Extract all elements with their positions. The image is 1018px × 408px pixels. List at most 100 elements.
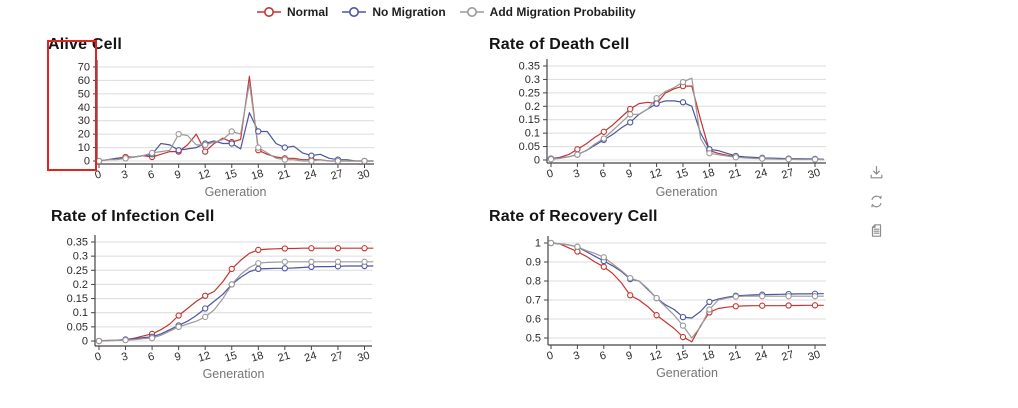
svg-text:0.25: 0.25 bbox=[67, 265, 88, 277]
document-button[interactable] bbox=[867, 221, 885, 239]
svg-text:12: 12 bbox=[197, 168, 212, 183]
svg-text:12: 12 bbox=[648, 167, 663, 182]
line-circle-marker-icon bbox=[257, 7, 281, 17]
svg-text:21: 21 bbox=[727, 167, 742, 182]
svg-text:30: 30 bbox=[807, 349, 822, 364]
svg-text:70: 70 bbox=[78, 62, 90, 74]
refresh-button[interactable] bbox=[867, 192, 885, 210]
svg-text:9: 9 bbox=[173, 351, 182, 364]
svg-text:0.3: 0.3 bbox=[525, 74, 540, 86]
rate-of-recovery-cell-chart: 0.5 0.6 0.7 0.8 0.9 1 0 3 6 9 12 15 18 21 24 27 30 Genera… bbox=[526, 236, 826, 380]
svg-text:0.2: 0.2 bbox=[525, 101, 540, 113]
svg-text:9: 9 bbox=[625, 168, 634, 181]
svg-text:24: 24 bbox=[754, 349, 769, 364]
svg-text:3: 3 bbox=[120, 351, 129, 364]
svg-text:0: 0 bbox=[546, 350, 555, 363]
svg-text:21: 21 bbox=[727, 349, 742, 364]
svg-text:24: 24 bbox=[754, 167, 769, 182]
chart-title-rate-of-death-cell: Rate of Death Cell bbox=[489, 36, 630, 53]
svg-text:24: 24 bbox=[303, 168, 318, 183]
svg-text:0: 0 bbox=[534, 155, 540, 167]
svg-text:12: 12 bbox=[648, 349, 663, 364]
svg-text:15: 15 bbox=[223, 168, 238, 183]
svg-text:0.1: 0.1 bbox=[73, 307, 88, 319]
svg-text:0.25: 0.25 bbox=[519, 87, 540, 99]
svg-text:6: 6 bbox=[147, 169, 156, 182]
svg-text:15: 15 bbox=[675, 349, 690, 364]
svg-text:10: 10 bbox=[78, 142, 90, 154]
svg-text:6: 6 bbox=[598, 168, 607, 181]
svg-text:27: 27 bbox=[330, 350, 345, 365]
svg-text:0.05: 0.05 bbox=[519, 141, 540, 153]
svg-text:Generation: Generation bbox=[656, 185, 718, 199]
svg-text:0.8: 0.8 bbox=[526, 276, 541, 288]
svg-text:18: 18 bbox=[250, 350, 265, 365]
svg-text:0.6: 0.6 bbox=[526, 314, 541, 326]
svg-text:Generation: Generation bbox=[656, 366, 718, 380]
line-circle-marker-icon bbox=[342, 7, 367, 17]
svg-text:0.35: 0.35 bbox=[519, 61, 540, 73]
svg-text:3: 3 bbox=[572, 350, 581, 363]
svg-text:21: 21 bbox=[276, 168, 291, 183]
svg-text:6: 6 bbox=[598, 350, 607, 363]
chart-title-rate-of-infection-cell: Rate of Infection Cell bbox=[51, 208, 215, 225]
svg-text:60: 60 bbox=[78, 75, 90, 87]
svg-text:6: 6 bbox=[147, 351, 156, 364]
svg-text:40: 40 bbox=[78, 102, 90, 114]
svg-text:18: 18 bbox=[701, 349, 716, 364]
line-circle-marker-icon bbox=[459, 7, 484, 17]
svg-text:24: 24 bbox=[303, 350, 318, 365]
svg-text:3: 3 bbox=[120, 169, 129, 182]
svg-text:0: 0 bbox=[546, 168, 555, 181]
svg-text:0: 0 bbox=[94, 169, 103, 182]
svg-text:20: 20 bbox=[78, 129, 90, 141]
svg-text:0.2: 0.2 bbox=[73, 279, 88, 291]
svg-text:0: 0 bbox=[84, 156, 90, 168]
legend-item-no-migration[interactable]: No Migration bbox=[341, 5, 446, 19]
svg-text:12: 12 bbox=[197, 350, 212, 365]
download-button[interactable] bbox=[867, 163, 885, 181]
svg-text:Generation: Generation bbox=[205, 185, 267, 199]
svg-text:18: 18 bbox=[701, 167, 716, 182]
legend-item-normal[interactable]: Normal bbox=[256, 5, 328, 19]
document-icon bbox=[871, 223, 881, 237]
legend-label: Add Migration Probability bbox=[489, 5, 636, 19]
svg-text:27: 27 bbox=[780, 167, 795, 182]
svg-text:27: 27 bbox=[330, 168, 345, 183]
svg-text:1: 1 bbox=[535, 238, 541, 250]
svg-text:30: 30 bbox=[356, 168, 371, 183]
svg-text:0.3: 0.3 bbox=[73, 251, 88, 263]
rate-of-death-cell-chart: 0 0.050.1 0.150.2 0.250.30.35 0 3 6 9 12 15 18 21 24… bbox=[519, 59, 826, 199]
legend-item-add-migration-probability[interactable]: Add Migration Probability bbox=[459, 5, 636, 19]
svg-text:30: 30 bbox=[356, 350, 371, 365]
download-icon bbox=[870, 165, 882, 178]
svg-text:21: 21 bbox=[276, 350, 291, 365]
svg-text:0: 0 bbox=[94, 351, 103, 364]
chart-legend: Normal No Migration Add Migration Probab… bbox=[256, 5, 636, 19]
svg-text:0.1: 0.1 bbox=[525, 128, 540, 140]
legend-label: Normal bbox=[287, 5, 329, 19]
svg-text:0: 0 bbox=[82, 336, 88, 348]
svg-text:50: 50 bbox=[78, 88, 90, 100]
svg-text:3: 3 bbox=[572, 168, 581, 181]
svg-text:15: 15 bbox=[675, 167, 690, 182]
svg-text:30: 30 bbox=[78, 115, 90, 127]
svg-text:30: 30 bbox=[807, 167, 822, 182]
svg-text:0.05: 0.05 bbox=[67, 321, 88, 333]
svg-text:15: 15 bbox=[223, 350, 238, 365]
legend-label: No Migration bbox=[372, 5, 446, 19]
svg-text:0.15: 0.15 bbox=[67, 293, 88, 305]
svg-text:9: 9 bbox=[173, 169, 182, 182]
svg-text:9: 9 bbox=[625, 350, 634, 363]
rate-of-infection-cell-chart: 0 0.05 0.1 0.15 0.2 0.25 0.3 0.35 0 3 6 9 12 15 18 21 24… bbox=[67, 235, 374, 381]
svg-text:18: 18 bbox=[250, 168, 265, 183]
svg-text:Generation: Generation bbox=[203, 367, 265, 381]
svg-text:0.5: 0.5 bbox=[526, 333, 541, 345]
svg-text:0.9: 0.9 bbox=[526, 257, 541, 269]
svg-text:27: 27 bbox=[780, 349, 795, 364]
refresh-icon bbox=[870, 195, 882, 207]
svg-text:0.7: 0.7 bbox=[526, 295, 541, 307]
svg-text:0.15: 0.15 bbox=[519, 114, 540, 126]
